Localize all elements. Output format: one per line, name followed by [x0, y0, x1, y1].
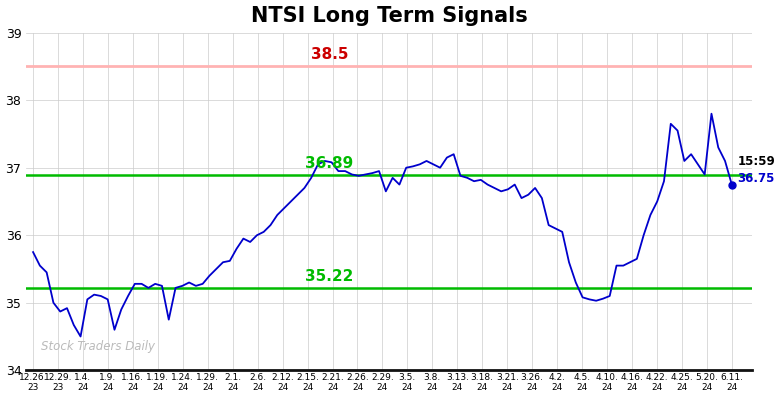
Text: 15:59: 15:59 — [738, 155, 775, 168]
Text: 36.75: 36.75 — [738, 172, 775, 185]
Text: 38.5: 38.5 — [310, 47, 348, 62]
Text: Stock Traders Daily: Stock Traders Daily — [41, 340, 154, 353]
Title: NTSI Long Term Signals: NTSI Long Term Signals — [251, 6, 528, 25]
Text: 36.89: 36.89 — [305, 156, 354, 171]
Text: 35.22: 35.22 — [305, 269, 354, 284]
